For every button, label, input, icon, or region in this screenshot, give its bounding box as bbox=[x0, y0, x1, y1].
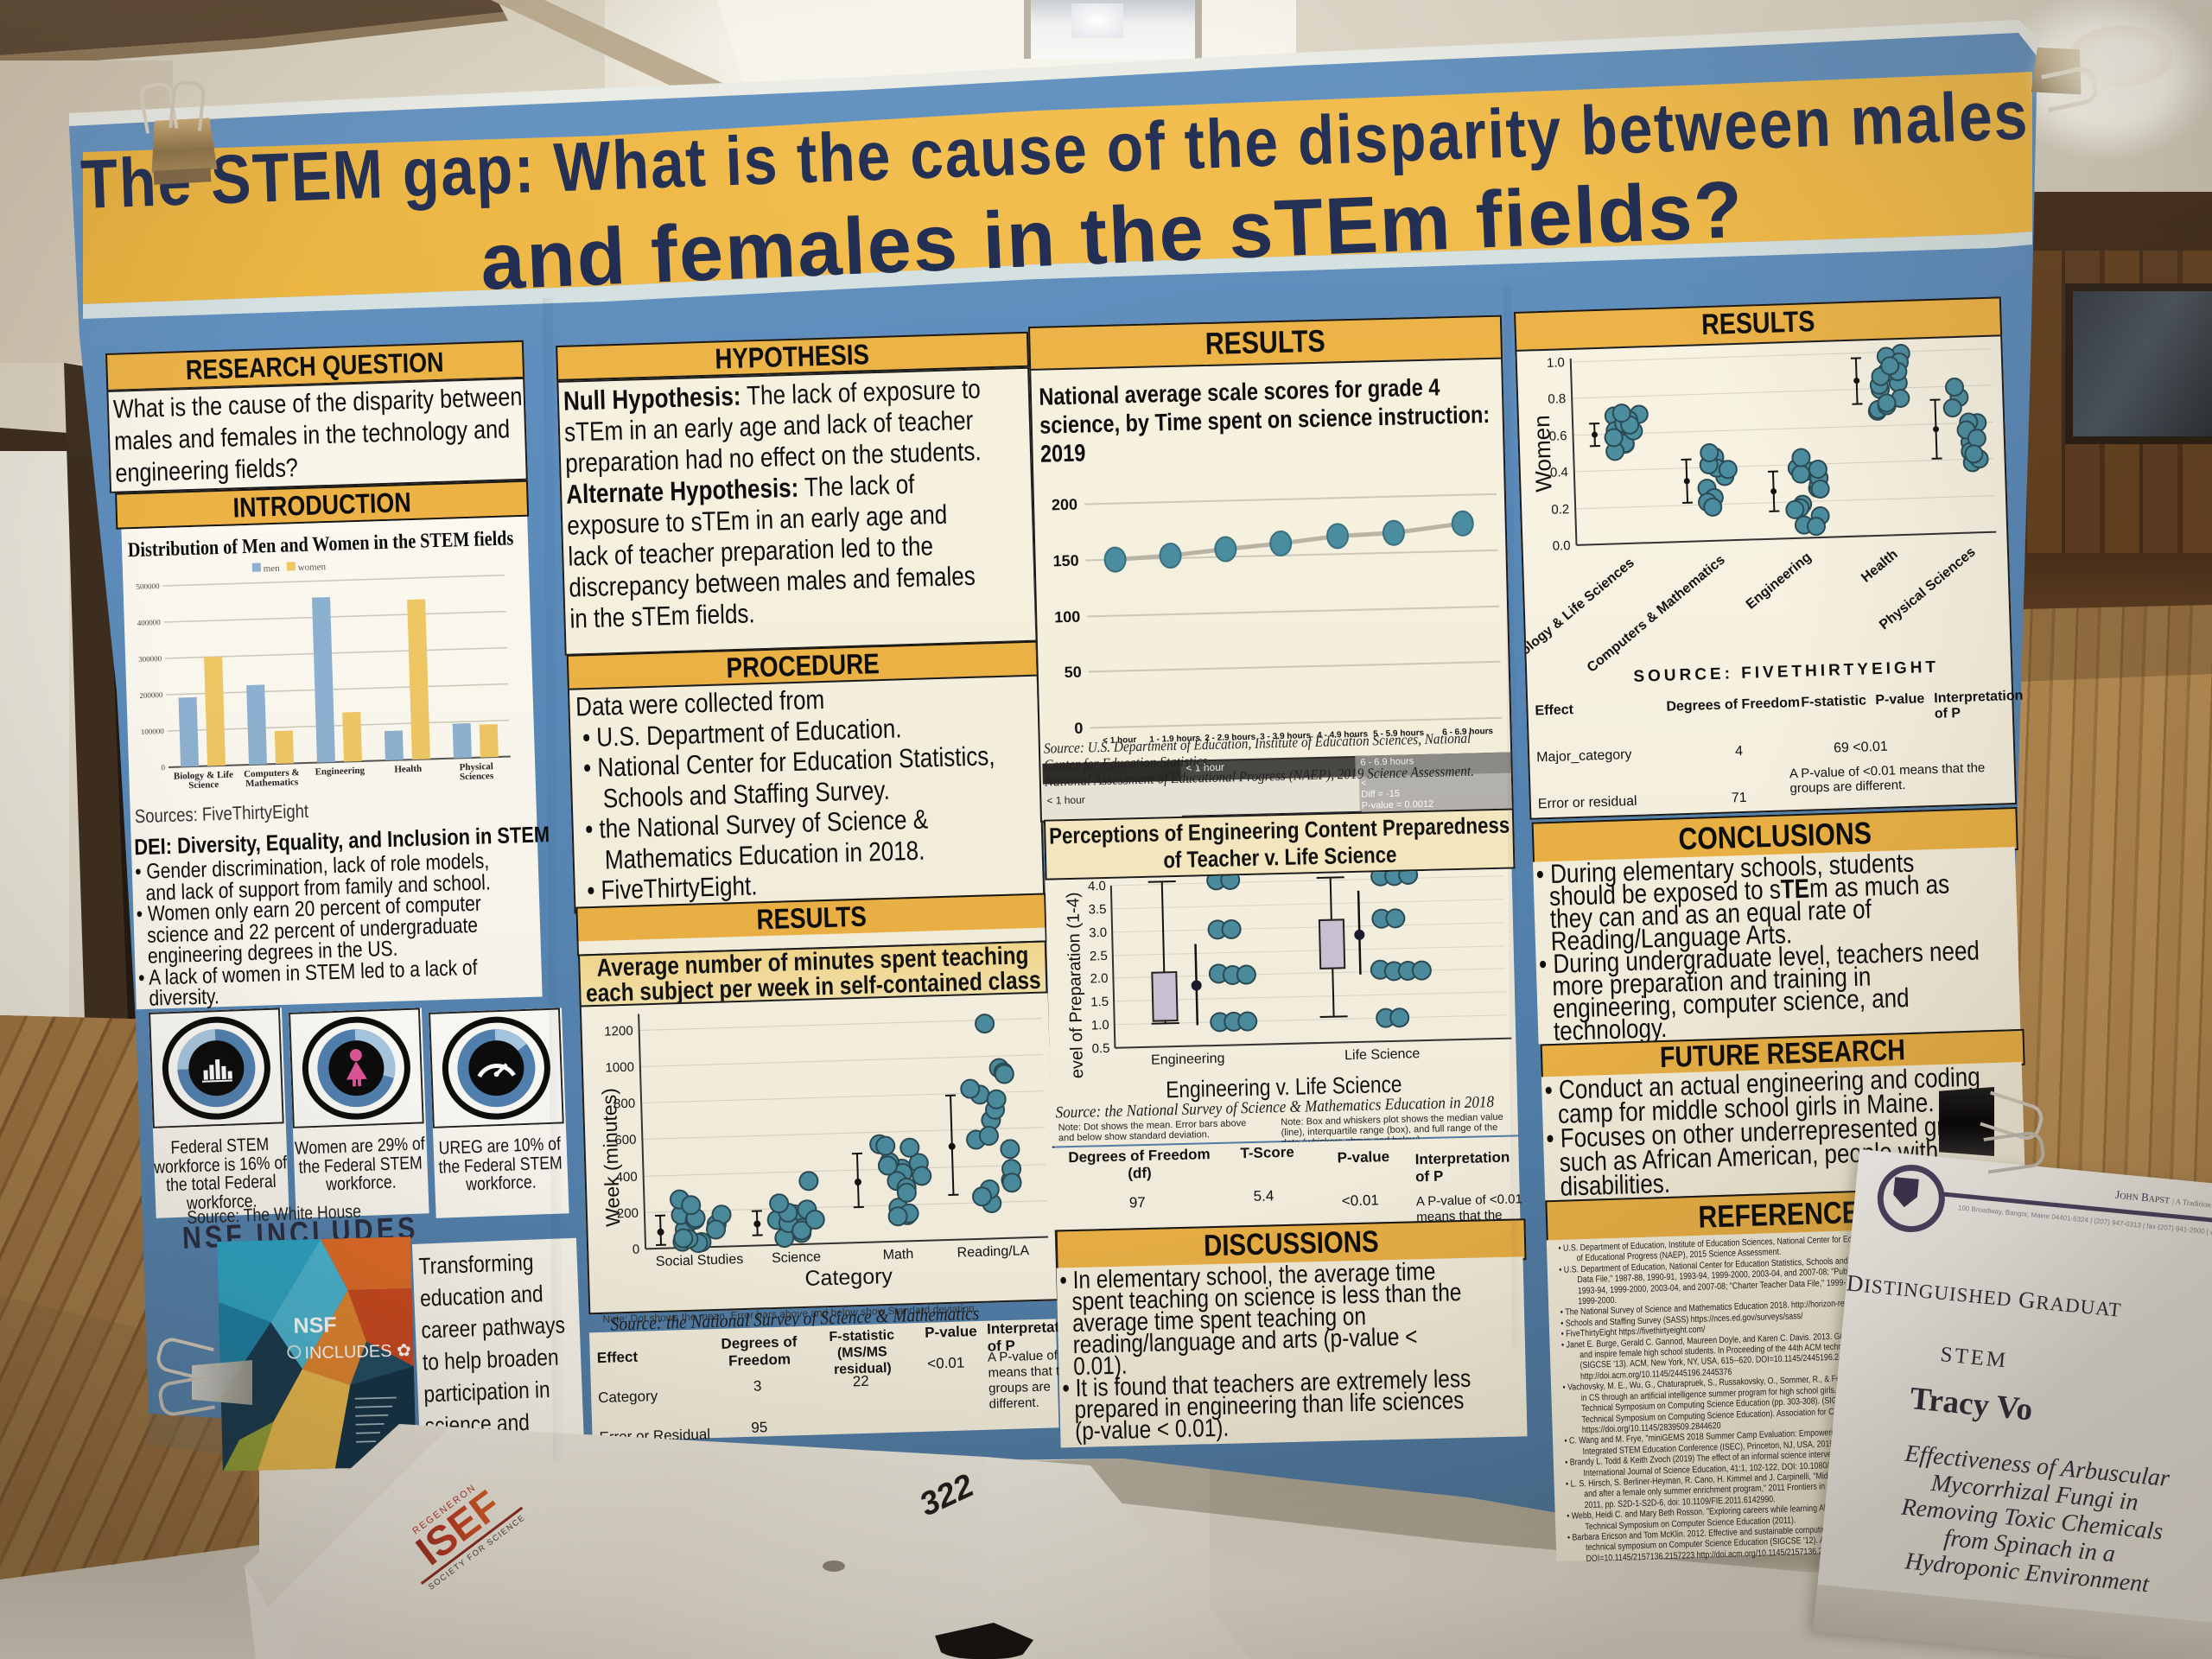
svg-text:100: 100 bbox=[1054, 608, 1081, 626]
svg-text:3.0: 3.0 bbox=[1089, 925, 1107, 941]
svg-text:4 - 4.9 hours: 4 - 4.9 hours bbox=[1317, 730, 1369, 741]
svg-text:0.4: 0.4 bbox=[1550, 465, 1568, 480]
svg-text:Engineering: Engineering bbox=[1744, 550, 1815, 612]
svg-text:2.0: 2.0 bbox=[1090, 971, 1108, 987]
svg-text:Science: Science bbox=[772, 1249, 822, 1266]
svg-text:0: 0 bbox=[1074, 720, 1084, 737]
svg-text:3 - 3.9 hours: 3 - 3.9 hours bbox=[1260, 731, 1312, 741]
svg-text:1.0: 1.0 bbox=[1547, 355, 1565, 371]
svg-text:< 1 hour: < 1 hour bbox=[1103, 735, 1137, 746]
svg-text:Level of Preparation (1-4): Level of Preparation (1-4) bbox=[1064, 892, 1088, 1078]
svg-text:1200: 1200 bbox=[604, 1024, 633, 1039]
svg-text:Computers & Mathematics: Computers & Mathematics bbox=[1585, 552, 1728, 675]
svg-text:0.2: 0.2 bbox=[1551, 502, 1569, 518]
svg-text:1000: 1000 bbox=[605, 1060, 634, 1076]
svg-text:800: 800 bbox=[613, 1096, 636, 1112]
svg-text:Social Studies: Social Studies bbox=[656, 1252, 744, 1269]
svg-text:200: 200 bbox=[1052, 496, 1078, 514]
svg-text:Women: Women bbox=[1529, 415, 1557, 493]
svg-text:Math: Math bbox=[882, 1247, 913, 1262]
svg-text:200000: 200000 bbox=[139, 690, 163, 700]
svg-text:0.5: 0.5 bbox=[1091, 1041, 1109, 1057]
svg-text:SOURCE: FIVETHIRTYEIGHT: SOURCE: FIVETHIRTYEIGHT bbox=[1633, 658, 1939, 686]
svg-text:0: 0 bbox=[632, 1243, 640, 1257]
svg-text:1 - 1.9 hours: 1 - 1.9 hours bbox=[1149, 734, 1201, 744]
svg-text:3.5: 3.5 bbox=[1088, 902, 1106, 918]
svg-text:4.0: 4.0 bbox=[1088, 879, 1106, 894]
svg-text:0.0: 0.0 bbox=[1552, 538, 1570, 554]
svg-text:2.5: 2.5 bbox=[1090, 949, 1108, 964]
svg-text:Sciences: Sciences bbox=[460, 771, 494, 782]
svg-text:400: 400 bbox=[615, 1170, 638, 1185]
svg-text:0: 0 bbox=[161, 763, 165, 772]
svg-text:Engineering: Engineering bbox=[1151, 1052, 1225, 1068]
svg-text:Life Science: Life Science bbox=[1344, 1046, 1421, 1063]
svg-text:300000: 300000 bbox=[138, 654, 162, 664]
svg-text:Week (minutes): Week (minutes) bbox=[598, 1088, 625, 1227]
svg-text:100000: 100000 bbox=[141, 727, 165, 736]
svg-text:Science: Science bbox=[188, 779, 219, 791]
svg-text:0.6: 0.6 bbox=[1548, 429, 1567, 444]
svg-text:6 - 6.9 hours: 6 - 6.9 hours bbox=[1442, 727, 1494, 737]
svg-text:600: 600 bbox=[614, 1133, 637, 1148]
svg-text:0.8: 0.8 bbox=[1548, 391, 1566, 407]
svg-text:500000: 500000 bbox=[136, 582, 160, 591]
svg-text:2 - 2.9 hours: 2 - 2.9 hours bbox=[1205, 733, 1256, 743]
svg-text:150: 150 bbox=[1052, 552, 1079, 570]
svg-text:1.5: 1.5 bbox=[1090, 995, 1109, 1010]
svg-text:50: 50 bbox=[1065, 664, 1083, 681]
svg-text:1.0: 1.0 bbox=[1091, 1018, 1109, 1033]
svg-text:Category: Category bbox=[804, 1264, 893, 1291]
svg-text:Biology & Life: Biology & Life bbox=[174, 770, 234, 782]
svg-text:Reading/LA: Reading/LA bbox=[957, 1243, 1029, 1260]
svg-text:Computers &: Computers & bbox=[244, 767, 300, 779]
svg-text:Mathematics: Mathematics bbox=[245, 777, 299, 789]
svg-text:INCLUDES ✿: INCLUDES ✿ bbox=[304, 1341, 411, 1363]
svg-text:Health: Health bbox=[394, 764, 422, 775]
svg-text:5 - 5.9 hours: 5 - 5.9 hours bbox=[1373, 728, 1425, 739]
svg-text:200: 200 bbox=[617, 1206, 639, 1222]
svg-text:Physical: Physical bbox=[460, 761, 493, 772]
svg-text:NSF: NSF bbox=[293, 1313, 337, 1338]
svg-text:Health: Health bbox=[1859, 547, 1900, 585]
svg-text:Engineering: Engineering bbox=[315, 766, 365, 778]
svg-text:400000: 400000 bbox=[137, 618, 162, 627]
